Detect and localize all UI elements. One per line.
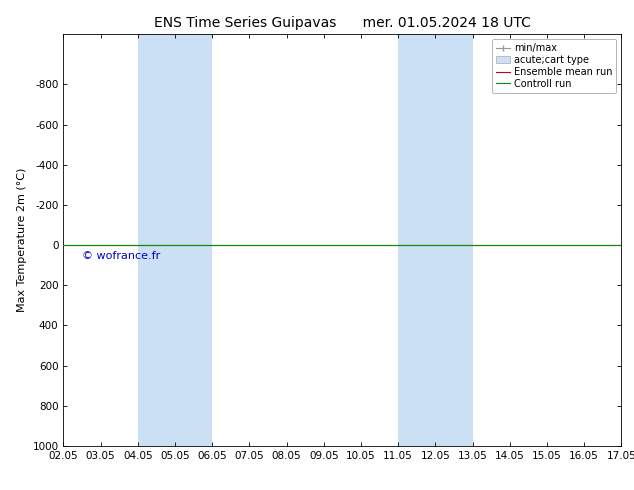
Bar [398,34,472,446]
Y-axis label: Max Temperature 2m (°C): Max Temperature 2m (°C) [17,168,27,312]
Bar [138,34,212,446]
Legend: min/max, acute;cart type, Ensemble mean run, Controll run: min/max, acute;cart type, Ensemble mean … [492,39,616,93]
Text: © wofrance.fr: © wofrance.fr [82,251,160,261]
Title: ENS Time Series Guipavas      mer. 01.05.2024 18 UTC: ENS Time Series Guipavas mer. 01.05.2024… [154,16,531,30]
